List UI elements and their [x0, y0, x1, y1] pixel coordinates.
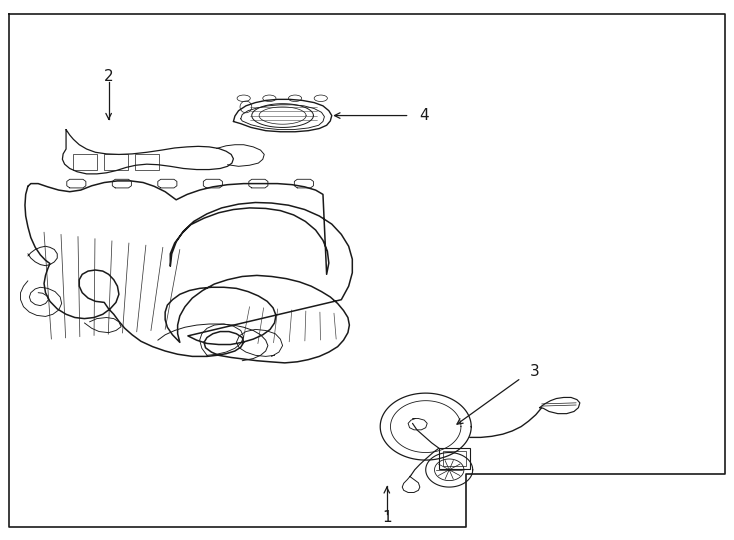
Bar	[443, 451, 466, 466]
Bar	[439, 448, 470, 469]
Text: 2: 2	[103, 69, 114, 84]
Bar	[135, 154, 159, 170]
Text: 1: 1	[382, 510, 392, 525]
Text: 3: 3	[529, 364, 539, 379]
Text: 4: 4	[419, 108, 429, 123]
Bar	[104, 154, 128, 170]
Bar	[73, 154, 97, 170]
